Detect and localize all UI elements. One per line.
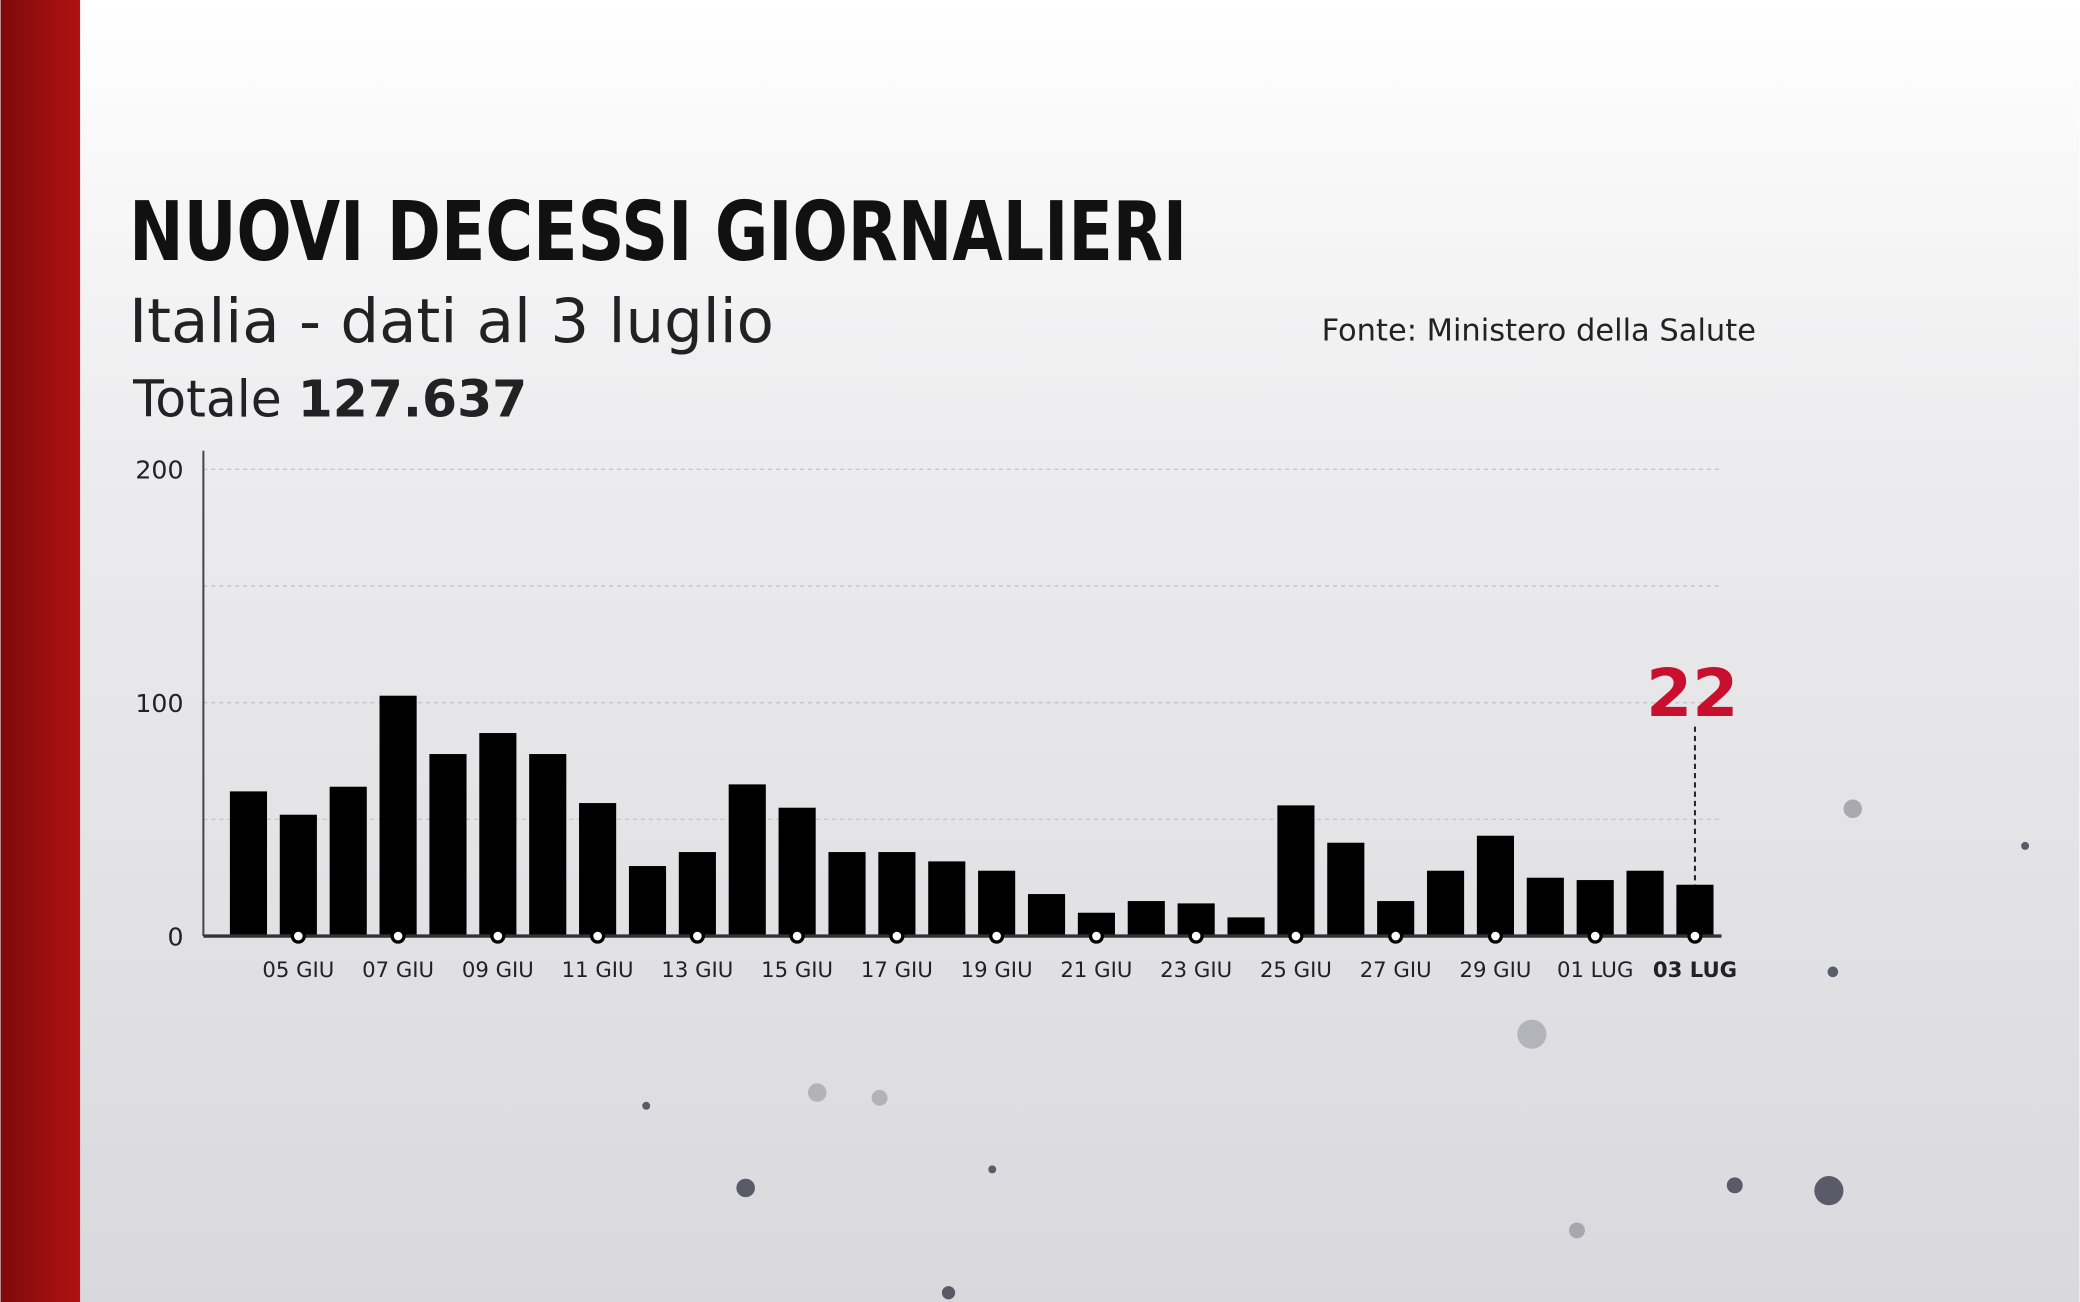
x-tick-label: 03 LUG xyxy=(1653,958,1737,983)
annotation-value: 22 xyxy=(1646,654,1738,732)
x-tick-dot xyxy=(789,928,805,944)
bar xyxy=(878,852,916,937)
bar xyxy=(479,733,517,937)
x-tick-dot xyxy=(1487,928,1504,944)
bar xyxy=(628,866,667,937)
x-tick-dot xyxy=(490,928,506,944)
x-tick-label: 15 GIU xyxy=(761,958,833,983)
x-tick-dot xyxy=(390,928,406,944)
bar xyxy=(728,784,766,937)
x-tick-label: 19 GIU xyxy=(961,958,1033,983)
bar xyxy=(1676,884,1714,937)
x-tick-dot xyxy=(1288,928,1304,944)
x-tick-dot xyxy=(1388,928,1404,944)
plot: 0 100 200 05 GIU 07 GIU 09 GIU 11 GIU 13 GIU 15 … xyxy=(135,450,1738,983)
bar xyxy=(279,814,317,937)
bar xyxy=(978,870,1016,937)
x-tick-dot xyxy=(290,928,306,944)
bar xyxy=(778,807,816,937)
x-tick-label: 01 LUG xyxy=(1557,958,1633,983)
chart-subtitle: Italia - dati al 3 luglio xyxy=(129,286,774,357)
total-label: Totale xyxy=(132,369,282,428)
x-tick-label: 23 GIU xyxy=(1160,958,1232,983)
source: Fonte: Ministero della Salute xyxy=(1322,314,1756,349)
x-tick-dot xyxy=(589,928,606,944)
bar xyxy=(229,791,268,937)
y-tick-label: 100 xyxy=(135,689,183,718)
bar xyxy=(1127,901,1165,937)
x-tick-label: 07 GIU xyxy=(362,958,434,983)
bar xyxy=(1576,880,1614,937)
bar xyxy=(329,786,367,937)
x-tick-dot xyxy=(1587,928,1603,944)
bar xyxy=(1277,805,1315,937)
bar xyxy=(579,803,617,937)
bar xyxy=(529,754,567,937)
x-tick-label: 09 GIU xyxy=(462,958,534,983)
x-tick-label: 05 GIU xyxy=(262,958,334,983)
chart-title: NUOVI DECESSI GIORNALIERI xyxy=(129,184,1187,280)
x-tick-label: 29 GIU xyxy=(1459,958,1531,983)
bar xyxy=(828,852,866,937)
bar xyxy=(429,754,467,937)
bar xyxy=(928,861,966,937)
bar xyxy=(1227,917,1265,937)
bar xyxy=(1077,912,1115,937)
x-tick-dot xyxy=(989,928,1005,944)
bar xyxy=(678,852,716,937)
y-tick-label: 200 xyxy=(135,456,183,485)
side-strip xyxy=(0,0,81,1302)
y-tick-label: 0 xyxy=(167,922,183,951)
x-tick-label: 11 GIU xyxy=(562,958,634,983)
x-tick-dot xyxy=(1687,928,1703,944)
x-tick-dot xyxy=(689,928,705,944)
bar xyxy=(1476,835,1514,937)
bar xyxy=(1426,870,1465,937)
total-value: 127.637 xyxy=(298,369,527,428)
decor-dots xyxy=(642,799,2030,1300)
x-tick-label: 21 GIU xyxy=(1060,958,1132,983)
bar xyxy=(1626,870,1664,937)
x-tick-dot xyxy=(1088,928,1105,944)
x-tick-label: 27 GIU xyxy=(1360,958,1432,983)
x-tick-label: 25 GIU xyxy=(1260,958,1332,983)
bar xyxy=(1327,842,1365,937)
x-tick-label: 17 GIU xyxy=(861,958,933,983)
total: Totale 127.637 xyxy=(132,369,527,428)
x-tick-dot xyxy=(889,928,905,944)
x-tick-dot xyxy=(1188,928,1204,944)
bar xyxy=(379,695,417,937)
bar xyxy=(1526,877,1564,937)
bar xyxy=(1027,894,1066,937)
x-tick-label: 13 GIU xyxy=(661,958,733,983)
